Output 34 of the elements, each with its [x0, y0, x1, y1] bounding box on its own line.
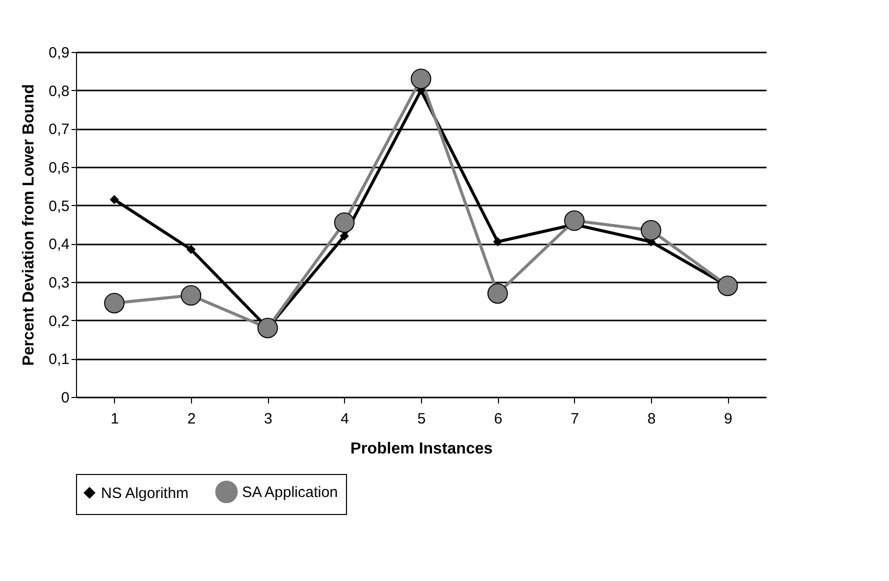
point — [487, 283, 508, 304]
legend-label: SA Application — [242, 484, 338, 501]
y-tick-label: 0,4 — [48, 236, 70, 254]
y-tick-label: 0,6 — [48, 160, 70, 176]
y-tick-label: 0 — [61, 390, 70, 406]
x-axis-title: Problem Instances — [350, 440, 493, 458]
x-tick-label: 1 — [110, 410, 120, 428]
y-tick-label: 0,8 — [48, 82, 70, 100]
point — [186, 245, 196, 254]
point — [334, 212, 355, 233]
x-tick-label: 7 — [570, 410, 580, 428]
y-tick-label: 0,1 — [48, 351, 70, 368]
point — [110, 195, 119, 204]
point — [564, 210, 585, 231]
y-tick-label: 0,5 — [48, 198, 70, 215]
x-tick-label: 3 — [264, 410, 272, 428]
point — [493, 237, 502, 246]
y-tick-label: 0,2 — [48, 312, 70, 330]
point — [340, 232, 349, 240]
legend-label: NS Algorithm — [101, 484, 189, 502]
y-tick-label: 0,7 — [48, 121, 70, 138]
x-tick-label: 9 — [724, 410, 732, 428]
y-axis-title: Percent Deviation from Lower Bound — [20, 84, 38, 366]
y-tick-label: 0,3 — [48, 274, 70, 292]
y-tick-label: 0,9 — [48, 44, 70, 62]
x-tick-label: 4 — [340, 410, 350, 428]
point — [640, 220, 662, 240]
x-tick-label: 6 — [494, 410, 502, 428]
point — [104, 292, 125, 314]
x-tick-label: 8 — [647, 410, 656, 428]
x-tick-label: 2 — [187, 410, 196, 428]
point — [410, 68, 432, 90]
point — [180, 285, 202, 306]
x-tick-label: 5 — [417, 410, 426, 428]
